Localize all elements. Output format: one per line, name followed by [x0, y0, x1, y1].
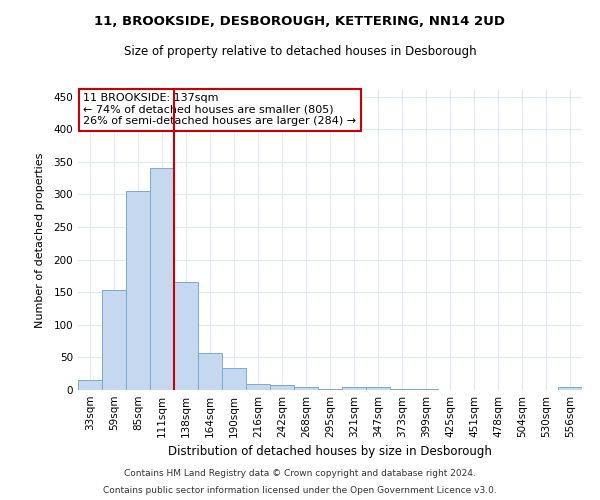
- Text: 11 BROOKSIDE: 137sqm
← 74% of detached houses are smaller (805)
26% of semi-deta: 11 BROOKSIDE: 137sqm ← 74% of detached h…: [83, 93, 356, 126]
- Bar: [294, 386, 318, 390]
- Bar: [78, 380, 102, 390]
- Bar: [270, 385, 294, 390]
- Text: Contains HM Land Registry data © Crown copyright and database right 2024.: Contains HM Land Registry data © Crown c…: [124, 468, 476, 477]
- X-axis label: Distribution of detached houses by size in Desborough: Distribution of detached houses by size …: [168, 446, 492, 458]
- Bar: [246, 384, 270, 390]
- Text: Size of property relative to detached houses in Desborough: Size of property relative to detached ho…: [124, 45, 476, 58]
- Text: 11, BROOKSIDE, DESBOROUGH, KETTERING, NN14 2UD: 11, BROOKSIDE, DESBOROUGH, KETTERING, NN…: [95, 15, 505, 28]
- Bar: [198, 353, 222, 390]
- Y-axis label: Number of detached properties: Number of detached properties: [35, 152, 45, 328]
- Bar: [126, 191, 150, 390]
- Bar: [318, 388, 342, 390]
- Bar: [150, 168, 174, 390]
- Bar: [174, 282, 198, 390]
- Bar: [366, 386, 390, 390]
- Bar: [558, 388, 582, 390]
- Bar: [390, 388, 414, 390]
- Text: Contains public sector information licensed under the Open Government Licence v3: Contains public sector information licen…: [103, 486, 497, 495]
- Bar: [342, 386, 366, 390]
- Bar: [222, 368, 246, 390]
- Bar: [102, 290, 126, 390]
